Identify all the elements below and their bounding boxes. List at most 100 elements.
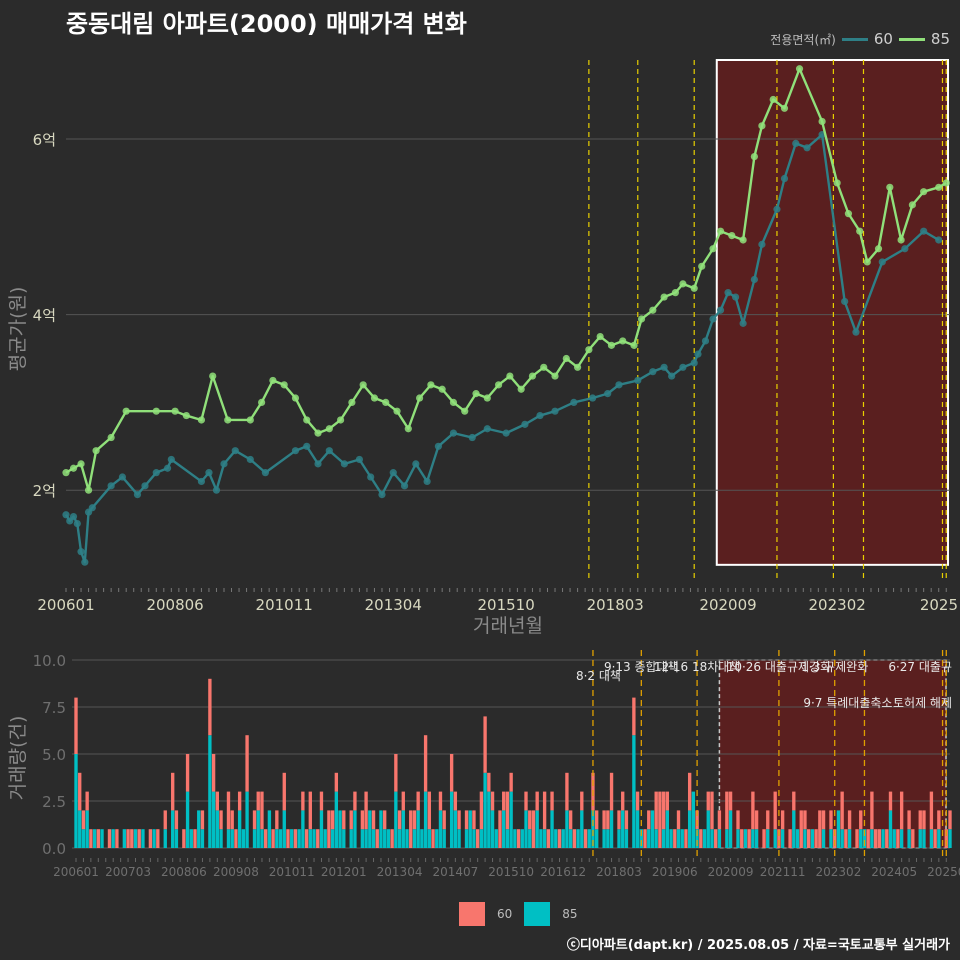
volume-bar-85 xyxy=(379,810,383,848)
volume-bar-60 xyxy=(464,810,469,830)
volume-bar-85 xyxy=(81,829,86,848)
volume-bar-85 xyxy=(621,810,625,848)
volume-bar-85 xyxy=(442,829,446,848)
volume-bar-85 xyxy=(554,829,558,848)
price-point-85 xyxy=(171,407,179,415)
price-point-85 xyxy=(630,341,638,349)
volume-bar-85 xyxy=(464,829,469,848)
price-point-85 xyxy=(483,394,491,402)
volume-bar-60 xyxy=(933,829,937,848)
volume-bar-60 xyxy=(728,791,733,811)
price-point-85 xyxy=(224,416,232,424)
volume-bar-60 xyxy=(736,810,740,830)
price-point-85 xyxy=(780,104,789,112)
volume-bar-60 xyxy=(401,791,405,811)
volume-bar-85 xyxy=(483,772,487,848)
volume-bar-85 xyxy=(561,829,565,848)
volume-bar-85 xyxy=(290,829,294,848)
price-point-60 xyxy=(141,482,149,490)
volume-bar-60 xyxy=(624,810,629,830)
volume-bar-85 xyxy=(706,810,710,848)
price-point-85 xyxy=(607,341,616,349)
volume-annotation-label: 9·7 특례대출축소 xyxy=(803,696,892,710)
volume-bar-60 xyxy=(137,829,141,848)
volume-bar-85 xyxy=(922,829,926,848)
price-point-85 xyxy=(438,385,446,393)
price-series-line-85 xyxy=(65,67,947,492)
price-point-60 xyxy=(468,433,476,442)
volume-bar-60 xyxy=(516,829,521,848)
volume-bar-60 xyxy=(394,754,398,792)
volume-bar-85 xyxy=(435,829,439,848)
volume-x-tick-label: 202405 xyxy=(871,865,917,879)
volume-bar-60 xyxy=(609,772,614,811)
volume-bar-85 xyxy=(334,791,339,848)
volume-x-tick-label: 202009 xyxy=(708,865,754,879)
volume-x-tick-label: 201201 xyxy=(321,865,367,879)
volume-bar-85 xyxy=(453,810,458,848)
price-point-85 xyxy=(551,372,559,380)
volume-bar-60 xyxy=(546,829,551,848)
price-point-60 xyxy=(197,477,206,486)
volume-bar-60 xyxy=(319,791,324,811)
price-point-85 xyxy=(69,464,78,472)
price-point-60 xyxy=(220,460,228,468)
price-point-85 xyxy=(416,394,424,402)
price-point-85 xyxy=(280,381,288,389)
price-y-tick-label: 4억 xyxy=(33,307,56,325)
volume-bar-60 xyxy=(740,829,744,848)
bar-legend-label-85: 85 xyxy=(562,907,578,921)
volume-bar-60 xyxy=(252,810,257,830)
volume-bar-60 xyxy=(89,829,93,848)
volume-bar-60 xyxy=(929,791,934,830)
price-point-85 xyxy=(540,363,548,371)
price-x-axis-title: 거래년월 xyxy=(473,615,543,637)
price-y-tick-label: 6억 xyxy=(33,131,56,149)
volume-bar-60 xyxy=(174,810,179,830)
volume-bar-85 xyxy=(528,829,532,848)
price-point-85 xyxy=(573,363,582,371)
volume-bar-60 xyxy=(572,829,577,848)
volume-bar-85 xyxy=(215,810,220,848)
price-point-85 xyxy=(382,398,390,407)
volume-bar-60 xyxy=(773,791,777,830)
volume-bar-85 xyxy=(859,829,863,848)
volume-bar-85 xyxy=(78,810,82,848)
volume-bar-60 xyxy=(937,810,941,830)
volume-bar-85 xyxy=(795,829,800,848)
volume-bar-60 xyxy=(747,829,751,848)
volume-annotation-label: 1·3 규제완화 xyxy=(801,660,868,674)
volume-bar-85 xyxy=(85,810,89,848)
volume-bar-60 xyxy=(918,810,922,830)
price-point-60 xyxy=(62,511,70,519)
volume-bar-85 xyxy=(360,829,365,848)
volume-bar-60 xyxy=(330,810,335,830)
volume-y-axis-title: 거래량(건) xyxy=(7,716,29,801)
volume-bar-60 xyxy=(814,829,818,848)
volume-bar-85 xyxy=(766,829,770,848)
volume-bar-60 xyxy=(877,829,882,848)
price-point-60 xyxy=(679,363,687,371)
price-point-85 xyxy=(637,315,646,323)
volume-bar-60 xyxy=(524,791,528,811)
price-point-85 xyxy=(619,337,627,345)
volume-bar-60 xyxy=(271,829,275,848)
price-y-axis-title: 평균가(원) xyxy=(7,287,29,372)
volume-bar-85 xyxy=(743,829,748,848)
volume-bar-60 xyxy=(684,829,688,848)
volume-bar-85 xyxy=(725,829,729,848)
volume-bar-85 xyxy=(870,829,874,848)
volume-bar-85 xyxy=(330,829,335,848)
price-point-60 xyxy=(521,420,529,428)
volume-bar-85 xyxy=(647,829,651,848)
volume-bar-60 xyxy=(264,829,268,848)
volume-bar-60 xyxy=(788,829,792,848)
volume-bar-60 xyxy=(661,791,666,830)
price-point-85 xyxy=(856,227,864,235)
price-point-60 xyxy=(604,390,612,398)
volume-bar-60 xyxy=(457,810,461,830)
volume-bar-85 xyxy=(513,829,517,848)
volume-bar-60 xyxy=(275,810,279,830)
volume-bar-85 xyxy=(308,829,312,848)
volume-bar-85 xyxy=(821,829,826,848)
